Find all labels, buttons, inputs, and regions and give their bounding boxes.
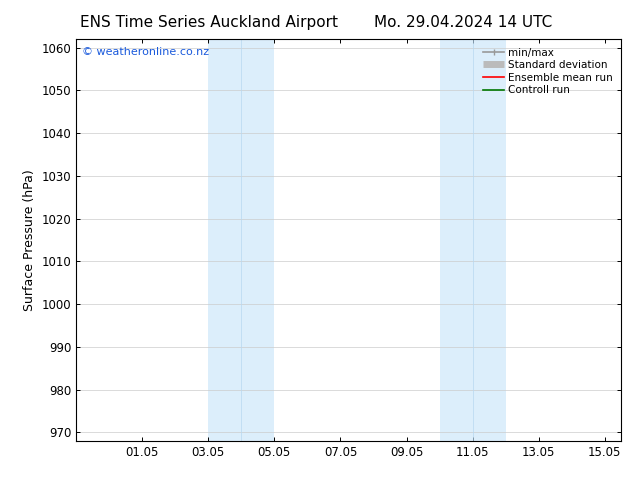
Y-axis label: Surface Pressure (hPa): Surface Pressure (hPa) [23, 169, 36, 311]
Legend: min/max, Standard deviation, Ensemble mean run, Controll run: min/max, Standard deviation, Ensemble me… [480, 45, 616, 98]
Text: Mo. 29.04.2024 14 UTC: Mo. 29.04.2024 14 UTC [373, 15, 552, 30]
Bar [242, 39, 275, 441]
Bar [472, 39, 506, 441]
Text: © weatheronline.co.nz: © weatheronline.co.nz [82, 47, 209, 57]
Text: ENS Time Series Auckland Airport: ENS Time Series Auckland Airport [81, 15, 338, 30]
Bar [439, 39, 472, 441]
Bar [208, 39, 242, 441]
